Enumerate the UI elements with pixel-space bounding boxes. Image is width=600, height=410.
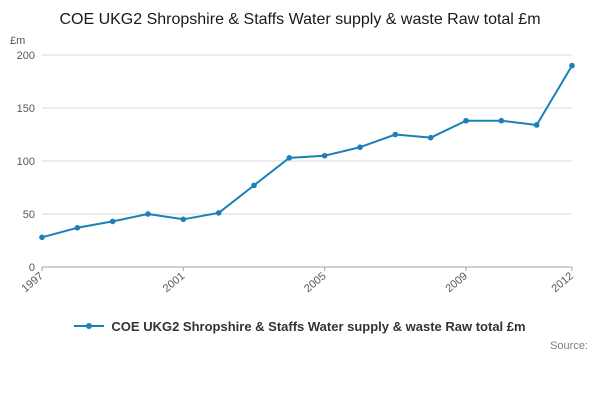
chart-title: COE UKG2 Shropshire & Staffs Water suppl… <box>59 11 541 28</box>
data-point <box>533 121 540 128</box>
y-tick-label: 200 <box>17 50 35 62</box>
x-tick-label: 2009 <box>443 270 469 295</box>
x-tick-label: 2005 <box>302 270 328 295</box>
data-point <box>180 216 187 222</box>
y-axis-unit-label: £m <box>10 34 26 47</box>
data-point <box>145 210 151 217</box>
data-point <box>109 218 116 225</box>
data-line <box>41 64 573 239</box>
x-tick-label: 2001 <box>161 270 187 295</box>
data-point <box>286 154 293 161</box>
legend-line-marker-icon <box>74 323 105 330</box>
data-point <box>427 134 434 141</box>
data-point <box>569 62 575 69</box>
data-point <box>215 209 222 216</box>
y-tick-label: 50 <box>23 209 35 221</box>
line-chart-svg: 0 50 100 150 200 1997 2001 2005 2009 2012 <box>17 50 576 295</box>
chart-legend: COE UKG2 Shropshire & Staffs Water suppl… <box>0 319 600 334</box>
x-tick-label: 2012 <box>549 270 575 295</box>
data-point <box>74 224 81 231</box>
y-tick-label: 0 <box>29 262 35 274</box>
data-point <box>39 234 45 240</box>
y-tick-label: 100 <box>17 156 35 168</box>
y-tick-label: 150 <box>17 103 35 115</box>
data-point <box>357 144 363 150</box>
source-label: Source: <box>550 339 588 352</box>
data-point <box>498 117 505 124</box>
x-tick-label: 1997 <box>19 270 45 295</box>
data-point <box>321 152 328 159</box>
data-point <box>392 131 399 138</box>
data-point <box>251 182 257 188</box>
chart-area: 0 50 100 150 200 1997 2001 2005 2009 2012 <box>0 47 600 315</box>
legend-dot <box>86 323 93 330</box>
legend-label: COE UKG2 Shropshire & Staffs Water suppl… <box>111 318 526 334</box>
data-point <box>463 117 469 124</box>
